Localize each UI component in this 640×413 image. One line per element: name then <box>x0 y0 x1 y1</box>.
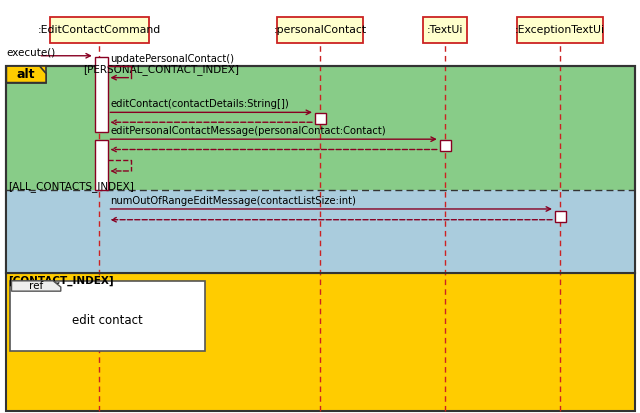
Bar <box>6 66 635 273</box>
Text: :EditContactCommand: :EditContactCommand <box>38 25 161 35</box>
Text: :ExceptionTextUi: :ExceptionTextUi <box>515 25 605 35</box>
Text: [PERSONAL_CONTACT_INDEX]: [PERSONAL_CONTACT_INDEX] <box>83 64 239 75</box>
Bar <box>6 66 46 83</box>
Bar <box>315 113 326 124</box>
Text: :TextUi: :TextUi <box>427 25 463 35</box>
Bar <box>277 17 363 43</box>
Bar <box>6 66 635 273</box>
Bar <box>423 17 467 43</box>
Text: execute(): execute() <box>6 48 56 58</box>
Bar <box>440 140 451 151</box>
Text: editPersonalContactMessage(personalContact:Contact): editPersonalContactMessage(personalConta… <box>110 126 386 136</box>
Text: editContact(contactDetails:String[]): editContact(contactDetails:String[]) <box>110 100 289 109</box>
Text: :personalContact: :personalContact <box>273 25 367 35</box>
Bar <box>517 17 603 43</box>
Text: [ALL_CONTACTS_INDEX]: [ALL_CONTACTS_INDEX] <box>8 181 134 192</box>
Text: [CONTACT_INDEX]: [CONTACT_INDEX] <box>8 275 114 286</box>
Text: ref: ref <box>29 281 43 291</box>
Bar <box>50 17 148 43</box>
Bar <box>6 190 635 273</box>
Bar <box>95 57 108 132</box>
Polygon shape <box>6 66 46 83</box>
Text: numOutOfRangeEditMessage(contactListSize:int): numOutOfRangeEditMessage(contactListSize… <box>110 196 356 206</box>
Bar <box>10 281 205 351</box>
Text: edit contact: edit contact <box>72 313 143 327</box>
Bar <box>95 140 108 190</box>
Text: updatePersonalContact(): updatePersonalContact() <box>110 54 234 64</box>
Bar <box>6 273 635 411</box>
Text: alt: alt <box>17 68 35 81</box>
Bar <box>555 211 566 222</box>
Polygon shape <box>12 281 61 291</box>
